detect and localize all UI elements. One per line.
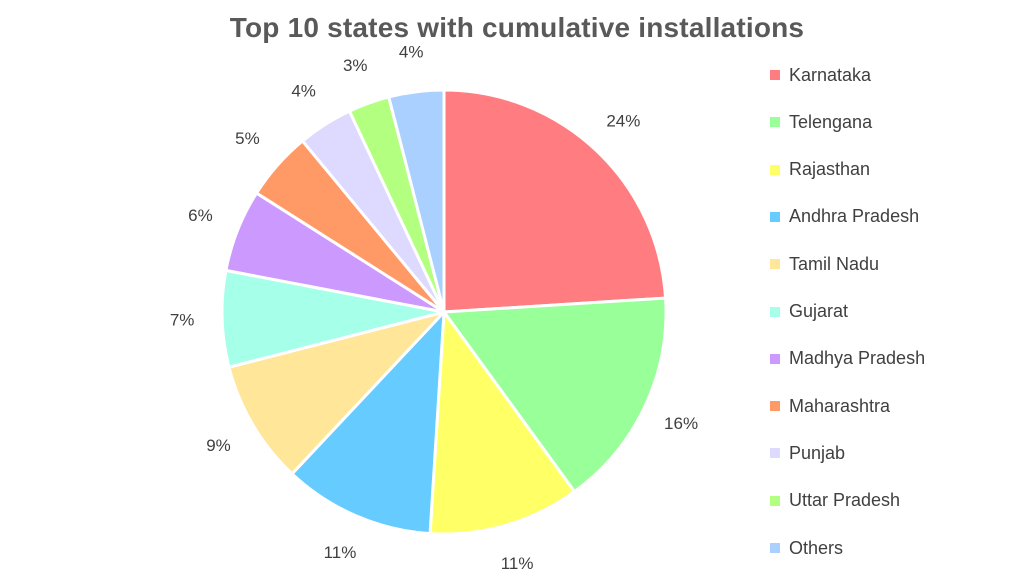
chart-title: Top 10 states with cumulative installati… xyxy=(229,12,805,43)
legend-item-madhya-pradesh: Madhya Pradesh xyxy=(770,346,925,372)
legend-swatch xyxy=(770,306,780,317)
legend-item-telengana: Telengana xyxy=(770,109,872,135)
legend-swatch xyxy=(770,164,780,175)
legend-swatch xyxy=(770,495,780,506)
data-label-rajasthan: 11% xyxy=(501,554,534,573)
legend-item-uttar-pradesh: Uttar Pradesh xyxy=(770,488,900,514)
pie-slice-others xyxy=(387,88,446,314)
legend-item-maharashtra: Maharashtra xyxy=(770,393,890,419)
legend-item-rajasthan: Rajasthan xyxy=(770,157,870,183)
data-label-others: 4% xyxy=(399,43,424,62)
legend-label: Others xyxy=(789,537,844,558)
data-label-tamil-nadu: 9% xyxy=(206,436,231,455)
legend-label: Uttar Pradesh xyxy=(789,490,901,511)
legend-label: Maharashtra xyxy=(789,395,891,416)
legend-item-gujarat: Gujarat xyxy=(770,299,848,325)
data-label-andhra-pradesh: 11% xyxy=(324,543,357,562)
data-label-telengana: 16% xyxy=(664,414,698,433)
pie-slice-telengana xyxy=(442,296,668,494)
pie-slice-tamil-nadu xyxy=(227,310,446,476)
legend-label: Telengana xyxy=(789,111,873,132)
pie-slice-rajasthan xyxy=(428,310,576,536)
legend-item-punjab: Punjab xyxy=(770,440,845,466)
data-label-maharashtra: 5% xyxy=(235,129,260,148)
data-label-karnataka: 24% xyxy=(606,112,640,131)
pie-slice-andhra-pradesh xyxy=(290,310,446,536)
legend-label: Karnataka xyxy=(789,64,872,85)
legend-swatch xyxy=(770,353,780,364)
pie-slice-karnataka xyxy=(442,88,668,314)
legend-swatch xyxy=(770,543,780,553)
legend-swatch xyxy=(770,70,780,80)
legend-label: Punjab xyxy=(789,442,846,463)
legend-item-others: Others xyxy=(770,535,843,561)
data-label-madhya-pradesh: 6% xyxy=(188,206,213,225)
legend-swatch xyxy=(770,117,780,128)
data-label-uttar-pradesh: 3% xyxy=(343,56,368,75)
legend-item-karnataka: Karnataka xyxy=(770,62,871,88)
legend-label: Andhra Pradesh xyxy=(789,206,920,227)
legend-swatch xyxy=(770,401,780,412)
data-label-gujarat: 7% xyxy=(170,311,195,330)
legend-swatch xyxy=(770,448,780,459)
legend-swatch xyxy=(770,211,780,222)
legend-item-tamil-nadu: Tamil Nadu xyxy=(770,251,879,277)
data-label-punjab: 4% xyxy=(291,81,316,100)
legend-item-andhra-pradesh: Andhra Pradesh xyxy=(770,204,919,230)
legend-label: Madhya Pradesh xyxy=(789,348,926,369)
legend-label: Rajasthan xyxy=(789,159,871,180)
legend-label: Tamil Nadu xyxy=(789,253,880,274)
legend-swatch xyxy=(770,259,780,270)
legend-label: Gujarat xyxy=(789,301,849,321)
